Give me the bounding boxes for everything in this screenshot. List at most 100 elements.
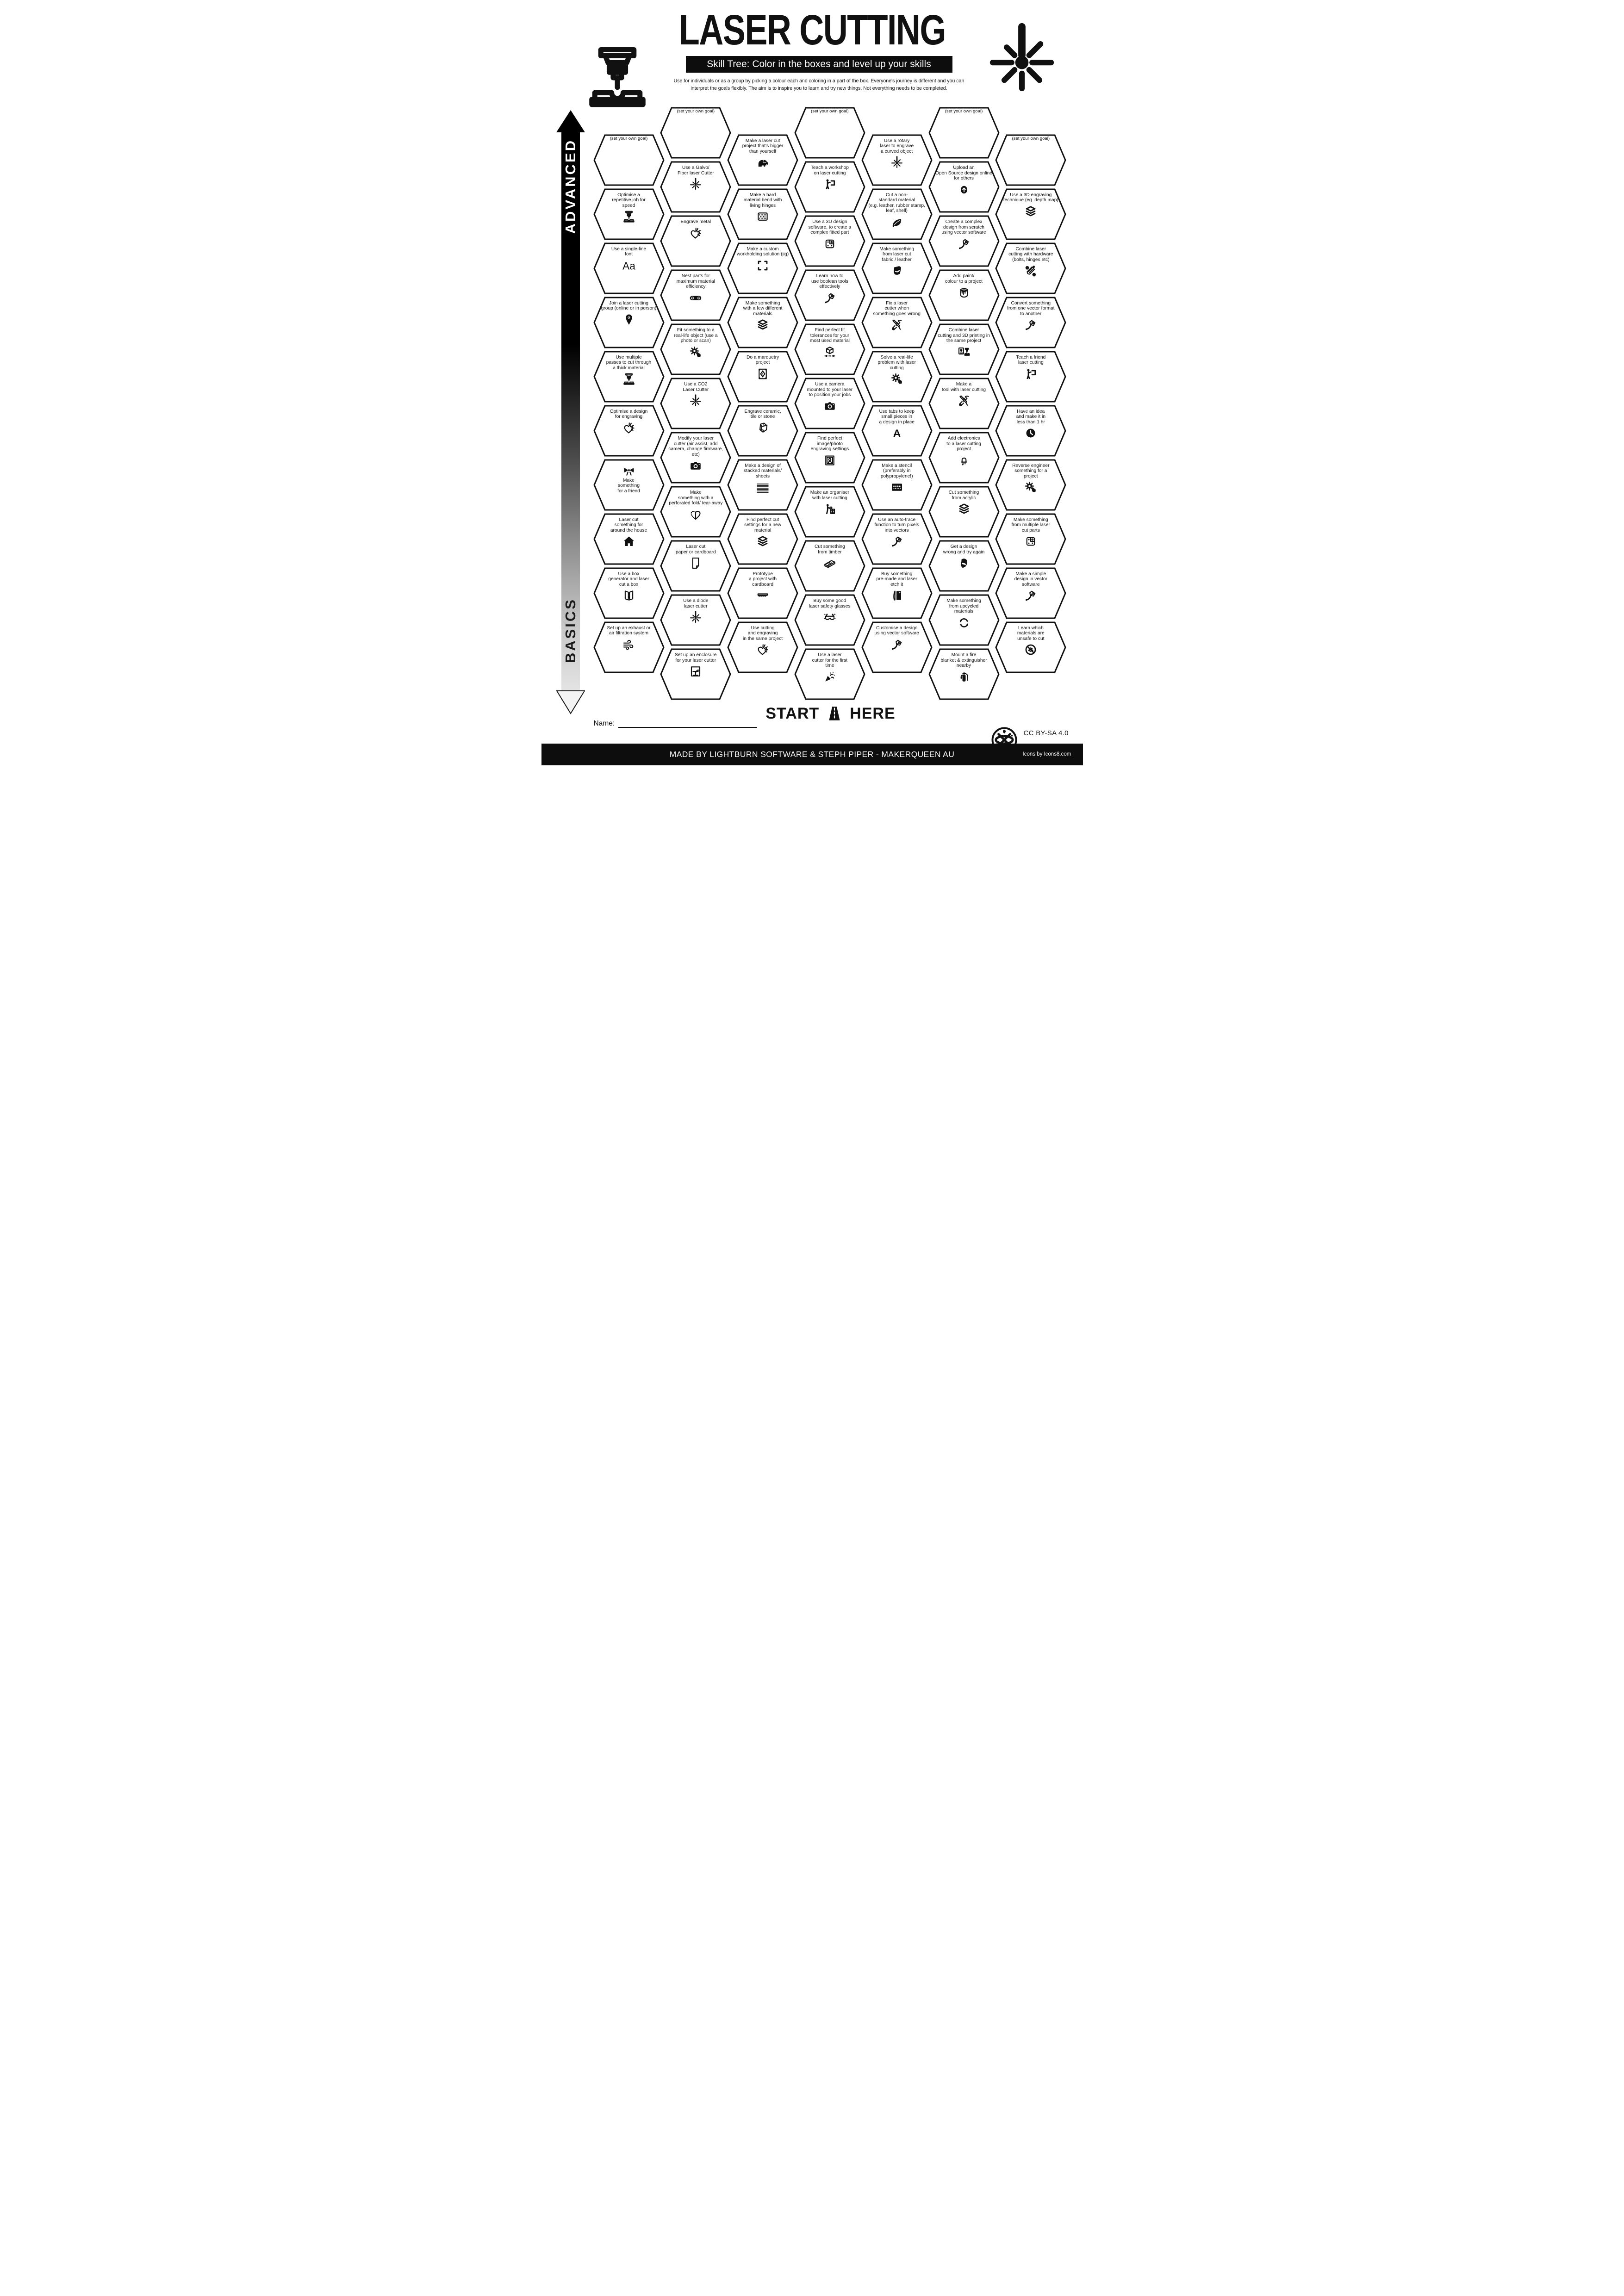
skill-label: Teach a friend laser cutting: [1016, 354, 1046, 366]
hardware-bolts-icon: [1024, 264, 1038, 278]
skill-label: Cut something from timber: [815, 544, 845, 555]
skill-hex-multiple-parts: Make something from multiple laser cut p…: [995, 513, 1066, 565]
skill-hex-organiser: Make an organiser with laser cutting: [794, 486, 865, 538]
skill-hex-co2-laser: Use a CO2 Laser Cutter: [660, 378, 731, 429]
tolerance-icon: [823, 345, 837, 359]
skill-hex-paper-cardboard: Laser cut paper or cardboard: [660, 540, 731, 592]
skill-label: Use a Galvo/ Fiber laser Cutter: [677, 165, 714, 176]
road-icon: [824, 704, 845, 723]
skill-hex-enclosure: Set up an enclosure for your laser cutte…: [660, 648, 731, 700]
aa-letters-icon: [618, 259, 640, 274]
pen-tool-icon: [1024, 318, 1038, 332]
skill-hex-exhaust-filtration: Set up an exhaust or air filtration syst…: [593, 621, 665, 673]
skill-hex-marquetry: Do a marquetry project: [727, 351, 798, 403]
skill-label: Buy something pre-made and laser etch it: [876, 571, 917, 587]
skill-label: Use a box generator and laser cut a box: [608, 571, 649, 587]
nest-belt-icon: [686, 291, 705, 305]
skill-hex-rotary-laser: Use a rotary laser to engrave a curved o…: [861, 134, 933, 186]
skill-label: Use a 3D design software, to create a co…: [808, 219, 852, 236]
skill-label: Engrave ceramic, tile or stone: [744, 409, 781, 420]
hexagon-outline: [593, 459, 665, 510]
skill-hex-combine-3d-printing: Combine laser cutting and 3D printing in…: [928, 323, 1000, 375]
hexagon-outline: [660, 269, 731, 321]
skill-label: Laser cut paper or cardboard: [675, 544, 716, 555]
skill-label: Make something from upcycled materials: [946, 598, 981, 614]
skill-hex-optimise-repetitive-job: Optimise a repetitive job for speed: [593, 188, 665, 240]
intro-line-2: interpret the goals flexibly. The aim is…: [691, 85, 947, 91]
skill-label: Find perfect cut settings for a new mate…: [744, 517, 782, 533]
skill-hex-stacked-sheets: Make a design of stacked materials/ shee…: [727, 459, 798, 511]
skill-label: Use a 3D engraving technique (eg. depth …: [1003, 192, 1058, 203]
skill-label: Find perfect image/photo engraving setti…: [810, 436, 849, 452]
skill-label: Use multiple passes to cut through a thi…: [606, 354, 652, 371]
hexagon-outline: [593, 567, 665, 619]
skill-hex-safety-glasses: Buy some good laser safety glasses: [794, 594, 865, 646]
hexagon-outline: [794, 486, 865, 538]
etch-door-icon: [890, 589, 904, 602]
skill-label: Have an idea and make it in less than 1 …: [1016, 409, 1046, 425]
skill-hex-fit-tolerances: Find perfect fit tolerances for your mos…: [794, 323, 865, 375]
hexagon-outline: [794, 107, 865, 159]
skill-hex-complex-fitted-part: Use a 3D design software, to create a co…: [794, 215, 865, 267]
skill-hex-design-wrong-retry: Get a design wrong and try again: [928, 540, 1000, 592]
hexagon-outline: [861, 513, 933, 565]
layers-icon: [756, 318, 770, 332]
skill-hex-unsafe-materials: Learn which materials are unsafe to cut: [995, 621, 1066, 673]
skill-hex-box-generator: Use a box generator and laser cut a box: [593, 567, 665, 619]
hexagon-outline: [727, 459, 798, 510]
hexagon-outline: [727, 513, 798, 565]
safety-glasses-icon: [823, 610, 837, 624]
skill-label: (set your own goal): [1012, 136, 1050, 141]
facepalm-icon: [957, 556, 971, 570]
skill-label: Use a laser cutter for the first time: [812, 652, 848, 669]
laser-beam-icon: [689, 394, 703, 408]
skill-label: Make a simple design in vector software: [1014, 571, 1047, 587]
difficulty-gradient-bar: [561, 131, 580, 691]
skill-hex-cut-engrave-same: Use cutting and engraving in the same pr…: [727, 621, 798, 673]
hexagon-outline: [995, 134, 1066, 186]
skill-label: Set up an enclosure for your laser cutte…: [674, 652, 717, 663]
skill-label: Use an auto-trace function to turn pixel…: [874, 517, 919, 533]
skill-label: (set your own goal): [677, 109, 715, 114]
skill-hex-perforated-fold: Make something with a perforated fold/ t…: [660, 486, 731, 538]
hexagon-outline: [928, 215, 1000, 267]
skill-label: Make an organiser with laser cutting: [810, 490, 850, 501]
layers-icon: [957, 502, 971, 516]
hexagon-outline: [727, 134, 798, 186]
skill-label: Use a CO2 Laser Cutter: [683, 382, 709, 392]
skill-label: Make a laser cut project that's bigger t…: [742, 138, 784, 154]
skill-hex-auto-trace: Use an auto-trace function to turn pixel…: [861, 513, 933, 565]
skill-label: Use a single-line font: [611, 246, 647, 257]
hexagon-outline: [794, 540, 865, 592]
leaf-icon: [890, 215, 904, 229]
skill-label: Cut something from acrylic: [948, 490, 979, 501]
skill-label: Make a design of stacked materials/ shee…: [744, 463, 782, 479]
skill-label: Use cutting and engraving in the same pr…: [743, 625, 783, 641]
hexagon-outline: [928, 269, 1000, 321]
photo-frame-icon: [823, 453, 837, 467]
crossed-tools-icon: [957, 394, 971, 408]
skill-label: Fix a laser cutter when something goes w…: [873, 300, 921, 316]
layers-icon: [756, 534, 770, 548]
skill-label: Use tabs to keep small pieces in a desig…: [879, 409, 915, 425]
skill-label: Optimise a repetitive job for speed: [612, 192, 646, 208]
hexagon-outline: [861, 621, 933, 673]
skill-label: Mount a fire blanket & extinguisher near…: [940, 652, 987, 669]
box-generator-icon: [622, 589, 636, 602]
page-title: LASER CUTTING: [678, 6, 946, 54]
skill-hex-fabric-leather: Make something from laser cut fabric / l…: [861, 242, 933, 294]
skill-hex-modify-laser-cutter: Modify your laser cutter (air assist, ad…: [660, 432, 731, 484]
skill-label: Add paint/ colour to a project: [945, 273, 983, 284]
skill-hex-goal-4: (set your own goal): [928, 107, 1000, 159]
skill-label: Modify your laser cutter (air assist, ad…: [668, 436, 723, 457]
skill-hex-optimise-design-engraving: Optimise a design for engraving: [593, 405, 665, 457]
skill-hex-multiple-passes: Use multiple passes to cut through a thi…: [593, 351, 665, 403]
skill-hex-upcycled-materials: Make something from upcycled materials: [928, 594, 1000, 646]
hexagon-outline: [995, 188, 1066, 240]
paper-sheet-icon: [689, 556, 703, 570]
paint-bucket-icon: [957, 285, 971, 299]
fitted-part-icon: [1024, 534, 1038, 548]
stone-icon: [756, 421, 770, 435]
hexagon-outline: [995, 567, 1066, 619]
hexagon-outline: [995, 621, 1066, 673]
